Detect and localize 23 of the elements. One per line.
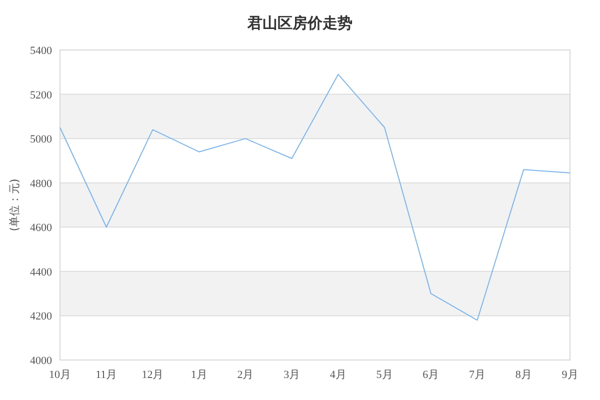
line-series (60, 74, 570, 321)
x-tick-label: 8月 (515, 369, 532, 381)
y-tick-label: 4000 (30, 355, 52, 367)
x-tick-label: 7月 (469, 369, 486, 381)
x-tick-label: 2月 (237, 369, 254, 381)
x-tick-label: 9月 (562, 369, 578, 381)
chart-title: 君山区房价走势 (246, 14, 352, 32)
y-tick-label: 5000 (30, 134, 52, 146)
x-tick-label: 5月 (376, 369, 393, 381)
y-axis-title: (单位：元) (8, 178, 21, 232)
x-tick-label: 12月 (142, 369, 164, 381)
x-tick-label: 10月 (49, 369, 71, 381)
y-tick-label: 4200 (30, 310, 52, 323)
x-tick-label: 11月 (96, 369, 118, 381)
x-tick-label: 4月 (330, 369, 346, 381)
y-tick-label: 5200 (30, 89, 52, 102)
y-tick-label: 4800 (30, 178, 52, 190)
y-tick-label: 5400 (30, 45, 52, 57)
y-tick-label: 4400 (30, 266, 52, 278)
y-tick-label: 4600 (30, 222, 52, 234)
x-tick-label: 6月 (422, 369, 440, 381)
x-tick-label: 3月 (284, 369, 300, 381)
x-tick-label: 1月 (190, 369, 208, 381)
